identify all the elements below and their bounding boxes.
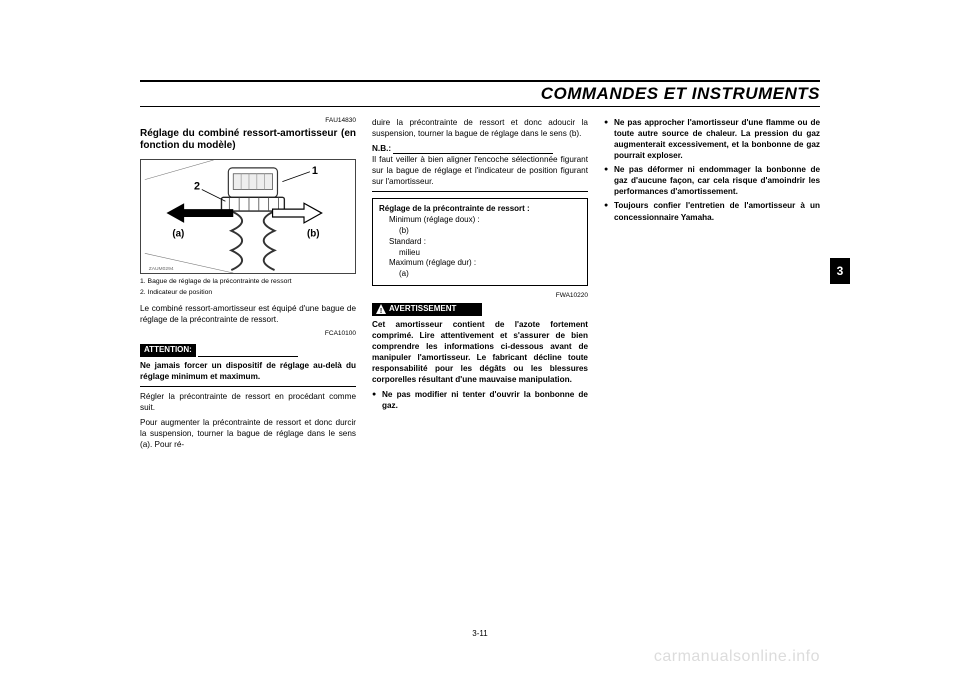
separator [372, 191, 588, 192]
warning-icon: ! [376, 304, 386, 314]
page-header: COMMANDES ET INSTRUMENTS [140, 84, 820, 107]
attention-label: ATTENTION: [140, 344, 196, 357]
watermark: carmanualsonline.info [654, 648, 820, 666]
warning-text: Cet amortisseur contient de l'azote fort… [372, 319, 588, 385]
warning-label: ! AVERTISSEMENT [372, 303, 482, 316]
content-columns: FAU14830 Réglage du combiné ressort-amor… [140, 117, 820, 455]
setting-std-label: Standard : [379, 237, 581, 248]
attention-row: ATTENTION: [140, 340, 356, 357]
setting-max-label: Maximum (réglage dur) : [379, 258, 581, 269]
column-2: duire la précontrainte de ressort et don… [372, 117, 588, 455]
separator [140, 386, 356, 387]
ref-code: FAU14830 [140, 117, 356, 126]
fig-label-b: (b) [307, 228, 320, 239]
ref-code: FWA10220 [372, 292, 588, 301]
warning-bullets: Ne pas modifier ni tenter d'ouvrir la bo… [372, 389, 588, 411]
nb-rule [393, 146, 553, 154]
attention-text: Ne jamais forcer un dispositif de réglag… [140, 360, 356, 382]
warning-label-text: AVERTISSEMENT [389, 304, 456, 315]
setting-min-value: (b) [379, 226, 581, 237]
fig-code: ZAUM0294 [149, 266, 174, 272]
body-text: duire la précontrainte de ressort et don… [372, 117, 588, 139]
fig-label-1: 1 [312, 165, 318, 177]
shock-absorber-figure: 1 2 (a) (b) ZAUM0294 [140, 159, 356, 274]
bullet-item: Ne pas modifier ni tenter d'ouvrir la bo… [372, 389, 588, 411]
attention-rule [198, 348, 298, 357]
column-3: Ne pas approcher l'amortisseur d'une fla… [604, 117, 820, 455]
warning-bullets: Ne pas approcher l'amortisseur d'une fla… [604, 117, 820, 223]
settings-title: Réglage de la précontrainte de ressort : [379, 204, 581, 215]
nb-text: Il faut veiller à bien aligner l'encoche… [372, 154, 588, 187]
body-text: Pour augmenter la précontrainte de resso… [140, 417, 356, 450]
fig-label-2: 2 [194, 180, 200, 192]
header-title: COMMANDES ET INSTRUMENTS [541, 84, 820, 104]
top-rule [140, 80, 820, 82]
setting-max-value: (a) [379, 269, 581, 280]
section-title: Réglage du combiné ressort-amortisseur (… [140, 128, 356, 153]
body-text: Le combiné ressort-amortisseur est équip… [140, 303, 356, 325]
chapter-tab: 3 [830, 258, 850, 284]
bullet-item: Ne pas approcher l'amortisseur d'une fla… [604, 117, 820, 161]
nb-row: N.B.: [372, 143, 588, 154]
setting-std-value: milieu [379, 248, 581, 259]
bullet-item: Ne pas déformer ni endommager la bonbonn… [604, 164, 820, 197]
setting-min-label: Minimum (réglage doux) : [379, 215, 581, 226]
bullet-item: Toujours confier l'entretien de l'amorti… [604, 200, 820, 222]
settings-box: Réglage de la précontrainte de ressort :… [372, 198, 588, 286]
body-text: Régler la précontrainte de ressort en pr… [140, 391, 356, 413]
ref-code: FCA10100 [140, 330, 356, 339]
page-number: 3-11 [472, 629, 487, 638]
column-1: FAU14830 Réglage du combiné ressort-amor… [140, 117, 356, 455]
figure-caption-2: 2. Indicateur de position [140, 289, 356, 298]
svg-text:!: ! [380, 308, 382, 314]
fig-label-a: (a) [172, 228, 184, 239]
manual-page: COMMANDES ET INSTRUMENTS FAU14830 Réglag… [0, 0, 960, 678]
nb-label: N.B.: [372, 143, 391, 154]
figure-caption-1: 1. Bague de réglage de la précontrainte … [140, 278, 356, 287]
